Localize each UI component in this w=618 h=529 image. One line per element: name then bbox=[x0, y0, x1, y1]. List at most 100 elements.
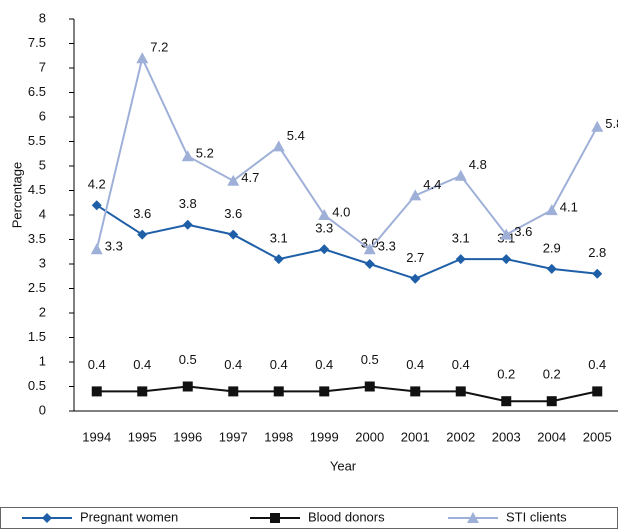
point bbox=[137, 386, 148, 397]
data-label: 4.2 bbox=[88, 177, 106, 192]
point bbox=[545, 204, 558, 216]
x-tick-label: 2001 bbox=[401, 429, 430, 444]
point bbox=[409, 189, 422, 201]
data-label: 7.2 bbox=[150, 40, 168, 55]
point bbox=[228, 229, 239, 240]
point bbox=[454, 169, 467, 181]
data-label: 2.8 bbox=[588, 245, 606, 260]
data-label: 0.4 bbox=[588, 357, 606, 372]
point bbox=[182, 219, 193, 230]
y-tick-label: 8 bbox=[39, 10, 46, 25]
data-label: 3.6 bbox=[224, 206, 242, 221]
point bbox=[227, 174, 240, 186]
y-tick-label: 1.5 bbox=[28, 329, 46, 344]
y-axis-title: Percentage bbox=[9, 162, 24, 229]
x-tick-label: 2005 bbox=[583, 429, 612, 444]
y-tick-label: 4.5 bbox=[28, 182, 46, 197]
data-label: 0.4 bbox=[315, 357, 333, 372]
data-label: 3.3 bbox=[105, 239, 123, 254]
data-label: 5.8 bbox=[605, 116, 618, 131]
x-tick-label: 1997 bbox=[219, 429, 248, 444]
point bbox=[410, 273, 421, 284]
data-label: 3.3 bbox=[378, 239, 396, 254]
data-label: 4.4 bbox=[423, 177, 441, 192]
legend-marker bbox=[467, 512, 479, 523]
data-label: 4.8 bbox=[469, 157, 487, 172]
y-tick-label: 2 bbox=[39, 304, 46, 319]
data-label: 0.2 bbox=[497, 367, 515, 382]
data-label: 3.3 bbox=[315, 221, 333, 236]
point bbox=[592, 268, 603, 279]
series-line bbox=[95, 55, 599, 251]
point bbox=[364, 381, 375, 392]
point bbox=[592, 386, 603, 397]
x-tick-label: 1994 bbox=[82, 429, 111, 444]
data-label: 0.5 bbox=[179, 352, 197, 367]
point bbox=[455, 386, 466, 397]
legend-marker bbox=[270, 513, 280, 523]
point bbox=[319, 386, 330, 397]
point bbox=[273, 386, 284, 397]
data-label: 0.4 bbox=[224, 357, 242, 372]
data-label: 0.5 bbox=[361, 352, 379, 367]
data-label: 3.8 bbox=[179, 196, 197, 211]
point bbox=[182, 381, 193, 392]
legend-label: Blood donors bbox=[308, 509, 385, 524]
data-label: 5.2 bbox=[196, 146, 214, 161]
y-tick-label: 6 bbox=[39, 108, 46, 123]
data-label: 3.1 bbox=[270, 231, 288, 246]
y-tick-label: 0.5 bbox=[28, 378, 46, 393]
data-label: 4.1 bbox=[560, 200, 578, 215]
point bbox=[501, 254, 512, 265]
legend-marker bbox=[42, 513, 52, 523]
data-label: 3.6 bbox=[133, 206, 151, 221]
point bbox=[90, 243, 103, 255]
legend-label: STI clients bbox=[506, 509, 567, 524]
data-label: 5.4 bbox=[287, 128, 305, 143]
point bbox=[363, 243, 376, 255]
y-tick-label: 3 bbox=[39, 255, 46, 270]
data-label: 4.7 bbox=[241, 170, 259, 185]
y-tick-label: 0 bbox=[39, 402, 46, 417]
y-tick-label: 2.5 bbox=[28, 280, 46, 295]
point bbox=[546, 396, 557, 407]
y-tick-label: 7 bbox=[39, 59, 46, 74]
data-label: 0.4 bbox=[406, 357, 424, 372]
data-label: 0.4 bbox=[133, 357, 151, 372]
y-tick-label: 7.5 bbox=[28, 35, 46, 50]
y-tick-label: 5.5 bbox=[28, 133, 46, 148]
data-label: 3.1 bbox=[452, 231, 470, 246]
data-label: 0.4 bbox=[270, 357, 288, 372]
data-label: 0.2 bbox=[543, 367, 561, 382]
point bbox=[272, 140, 285, 152]
y-tick-label: 4 bbox=[39, 206, 46, 221]
data-label: 2.9 bbox=[543, 240, 561, 255]
x-axis-title: Year bbox=[330, 458, 357, 473]
point bbox=[319, 244, 330, 255]
point bbox=[318, 209, 331, 220]
point bbox=[136, 52, 149, 64]
series-line bbox=[96, 385, 598, 403]
x-tick-label: 1995 bbox=[128, 429, 157, 444]
y-tick-label: 5 bbox=[39, 157, 46, 172]
point bbox=[410, 386, 421, 397]
x-tick-label: 2002 bbox=[446, 429, 475, 444]
data-label: 0.4 bbox=[452, 357, 470, 372]
y-tick-label: 6.5 bbox=[28, 84, 46, 99]
data-label: 3.6 bbox=[514, 224, 532, 239]
x-tick-label: 1996 bbox=[173, 429, 202, 444]
point bbox=[591, 120, 604, 132]
point bbox=[273, 254, 284, 265]
x-tick-label: 2004 bbox=[537, 429, 566, 444]
point bbox=[181, 150, 194, 162]
legend-label: Pregnant women bbox=[80, 509, 178, 524]
x-tick-label: 2000 bbox=[355, 429, 384, 444]
x-tick-label: 2003 bbox=[492, 429, 521, 444]
data-label: 4.0 bbox=[332, 204, 350, 219]
point bbox=[91, 386, 102, 397]
y-tick-label: 1 bbox=[39, 353, 46, 368]
x-tick-label: 1998 bbox=[264, 429, 293, 444]
point bbox=[228, 386, 239, 397]
